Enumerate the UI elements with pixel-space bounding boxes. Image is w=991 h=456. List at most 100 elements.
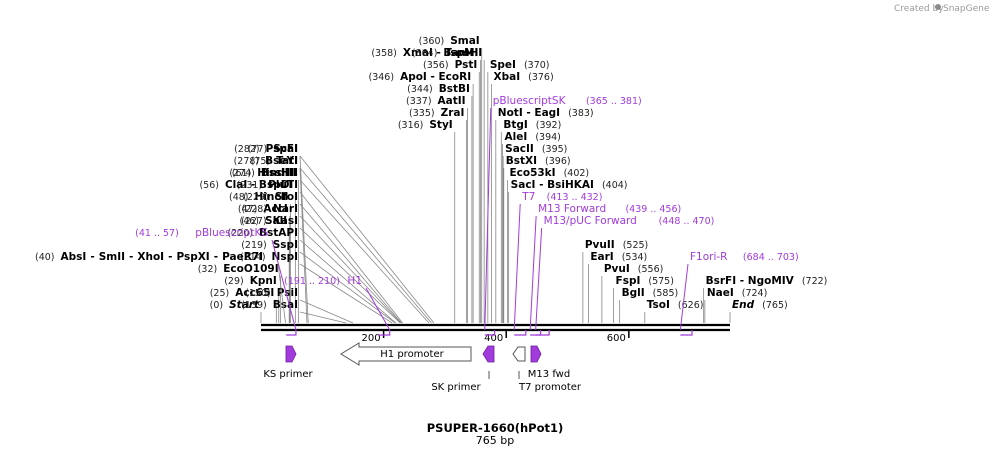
site-pluti: PluTI	[268, 179, 298, 191]
primer-pos-m13-forward: (439 .. 456)	[625, 204, 681, 215]
site-line-multi-40	[277, 263, 286, 324]
site-line-nspi	[299, 263, 393, 324]
primer-bracket-pbluescriptks	[286, 330, 297, 336]
site-bamhi: BamHI	[443, 47, 482, 59]
site-absi: AbsI	[61, 251, 87, 263]
site-pos-spei: (370)	[524, 60, 550, 71]
site-pos-eari: (534)	[622, 252, 648, 263]
feature-ks-primer: KS primer	[263, 369, 313, 380]
site-pspxi: PspXI	[176, 251, 209, 263]
site-pos-bamhi: (364)	[412, 48, 438, 59]
site-line-bseyi	[299, 167, 432, 324]
site-spei: SpeI	[490, 59, 516, 71]
site-pos-alei: (394)	[535, 132, 561, 143]
site-pos-pluti: (231)	[237, 180, 263, 191]
site-naei: NaeI	[707, 287, 734, 299]
site-pos-multi-40: (40)	[35, 252, 55, 263]
site-fspi: FspI	[616, 275, 641, 287]
site-styi: StyI	[429, 119, 452, 131]
site-acci: AccI	[263, 203, 287, 215]
site-smai: SmaI	[450, 35, 480, 47]
feature-sk-primer: SK primer	[431, 382, 481, 393]
site-separator: -	[90, 251, 94, 263]
site-line-pluti	[299, 191, 403, 324]
site-pos-btgi: (392)	[536, 120, 562, 131]
primer-pbluescriptks: pBluescriptKS	[195, 227, 268, 239]
site-nspi: NspI	[272, 251, 298, 263]
site-hindiii: HindIII	[257, 167, 296, 179]
site-scai: ScaI	[273, 143, 298, 155]
site-bsrfi-ngomiv: BsrFI - NgoMIV	[706, 275, 795, 287]
primer-line-t7	[513, 203, 521, 331]
primer-line-pbluescriptsk	[484, 107, 492, 331]
site-pos-tati: (75)	[251, 156, 271, 167]
site-pspfi: PspFI	[266, 143, 298, 155]
site-pos-pvui: (556)	[638, 264, 664, 275]
snapgene-logo-icon	[935, 4, 941, 10]
site-line-bstapi	[299, 239, 397, 324]
primer-bracket-h1	[378, 330, 391, 336]
site-pos-sali: (46)	[240, 216, 260, 227]
primer-bracket-f1ori-r	[680, 330, 693, 336]
site-line-bsai	[299, 311, 347, 324]
site-smii: SmII	[99, 251, 125, 263]
site-pos-noti-eagi: (383)	[568, 108, 594, 119]
site-pos-sspi: (219)	[241, 240, 267, 251]
tick-label-600: 600	[607, 333, 626, 344]
site-pos-end: (765)	[762, 300, 788, 311]
site-pos-tsoi: (626)	[678, 300, 704, 311]
site-ecoo109i: EcoO109I	[223, 263, 278, 275]
site-pos-smai: (360)	[419, 36, 445, 47]
primer-t7: T7	[521, 191, 535, 203]
site-eco53ki: Eco53kI	[509, 167, 555, 179]
site-separator: -	[129, 251, 133, 263]
site-bstapi: BstAPI	[259, 227, 298, 239]
sk-primer-arrow	[482, 345, 495, 363]
primer-f1ori-r: F1ori-R	[690, 251, 727, 263]
primer-line-m13-forward	[529, 215, 537, 331]
features: KS primer H1 promoter SK primer T7 promoter…	[263, 342, 582, 393]
site-lines	[260, 48, 731, 324]
site-bgli: BglI	[622, 287, 645, 299]
feature-h1-promoter: H1 promoter	[380, 349, 444, 360]
site-pos-fspi: (575)	[648, 276, 674, 287]
site-pos-styi: (316)	[398, 120, 424, 131]
primer-sites: pBluescriptKS (41 .. 57) H1 (191 .. 210) pBl…	[135, 95, 799, 336]
site-bsai: BsaI	[273, 299, 298, 311]
credit-brand: SnapGene	[943, 4, 990, 14]
site-nari: NarI	[273, 203, 298, 215]
site-noti-eagi: NotI - EagI	[498, 107, 560, 119]
site-eari: EarI	[590, 251, 613, 263]
ks-primer-arrow	[285, 345, 297, 363]
site-pos-start: (0)	[210, 300, 223, 311]
site-pos-apoi-ecori: (346)	[369, 72, 395, 83]
primer-pos-t7: (413 .. 432)	[547, 192, 603, 203]
feature-m13-fwd: M13 fwd	[528, 369, 570, 380]
site-line-sspi	[299, 251, 396, 324]
primer-m13-puc-forward: M13/pUC Forward	[544, 215, 637, 227]
primer-bracket-m13-puc-forward	[535, 330, 550, 336]
m13-fwd-arrow	[530, 345, 542, 363]
site-sali: SalI	[265, 215, 287, 227]
site-pos-psii: (150)	[245, 288, 271, 299]
site-end: End	[732, 299, 755, 311]
site-kasi: KasI	[273, 215, 298, 227]
site-pos-bstbi: (344)	[407, 84, 433, 95]
site-acc65i: Acc65I	[235, 287, 274, 299]
primer-pos-m13-puc-forward: (448 .. 470)	[659, 216, 715, 227]
site-bseyi: BseYI	[265, 155, 298, 167]
plasmid-length: 765 bp	[476, 434, 514, 447]
site-xmai-tspmi: XmaI - TspMI	[403, 47, 479, 59]
tick-label-200: 200	[362, 333, 381, 344]
site-pos-kasi: (227)	[241, 216, 267, 227]
site-zrai: ZraI	[441, 107, 465, 119]
site-pos-bseyi: (278)	[234, 156, 260, 167]
site-kpni: KpnI	[250, 275, 277, 287]
site-bsshii: BssHII	[261, 167, 298, 179]
site-aatii: AatII	[438, 95, 466, 107]
site-clai-bspdi: ClaI - BspDI	[225, 179, 293, 191]
site-pos-aatii: (337)	[406, 96, 432, 107]
site-start: Start	[229, 299, 260, 311]
site-line-nari	[299, 215, 402, 324]
site-sacii: SacII	[505, 143, 534, 155]
